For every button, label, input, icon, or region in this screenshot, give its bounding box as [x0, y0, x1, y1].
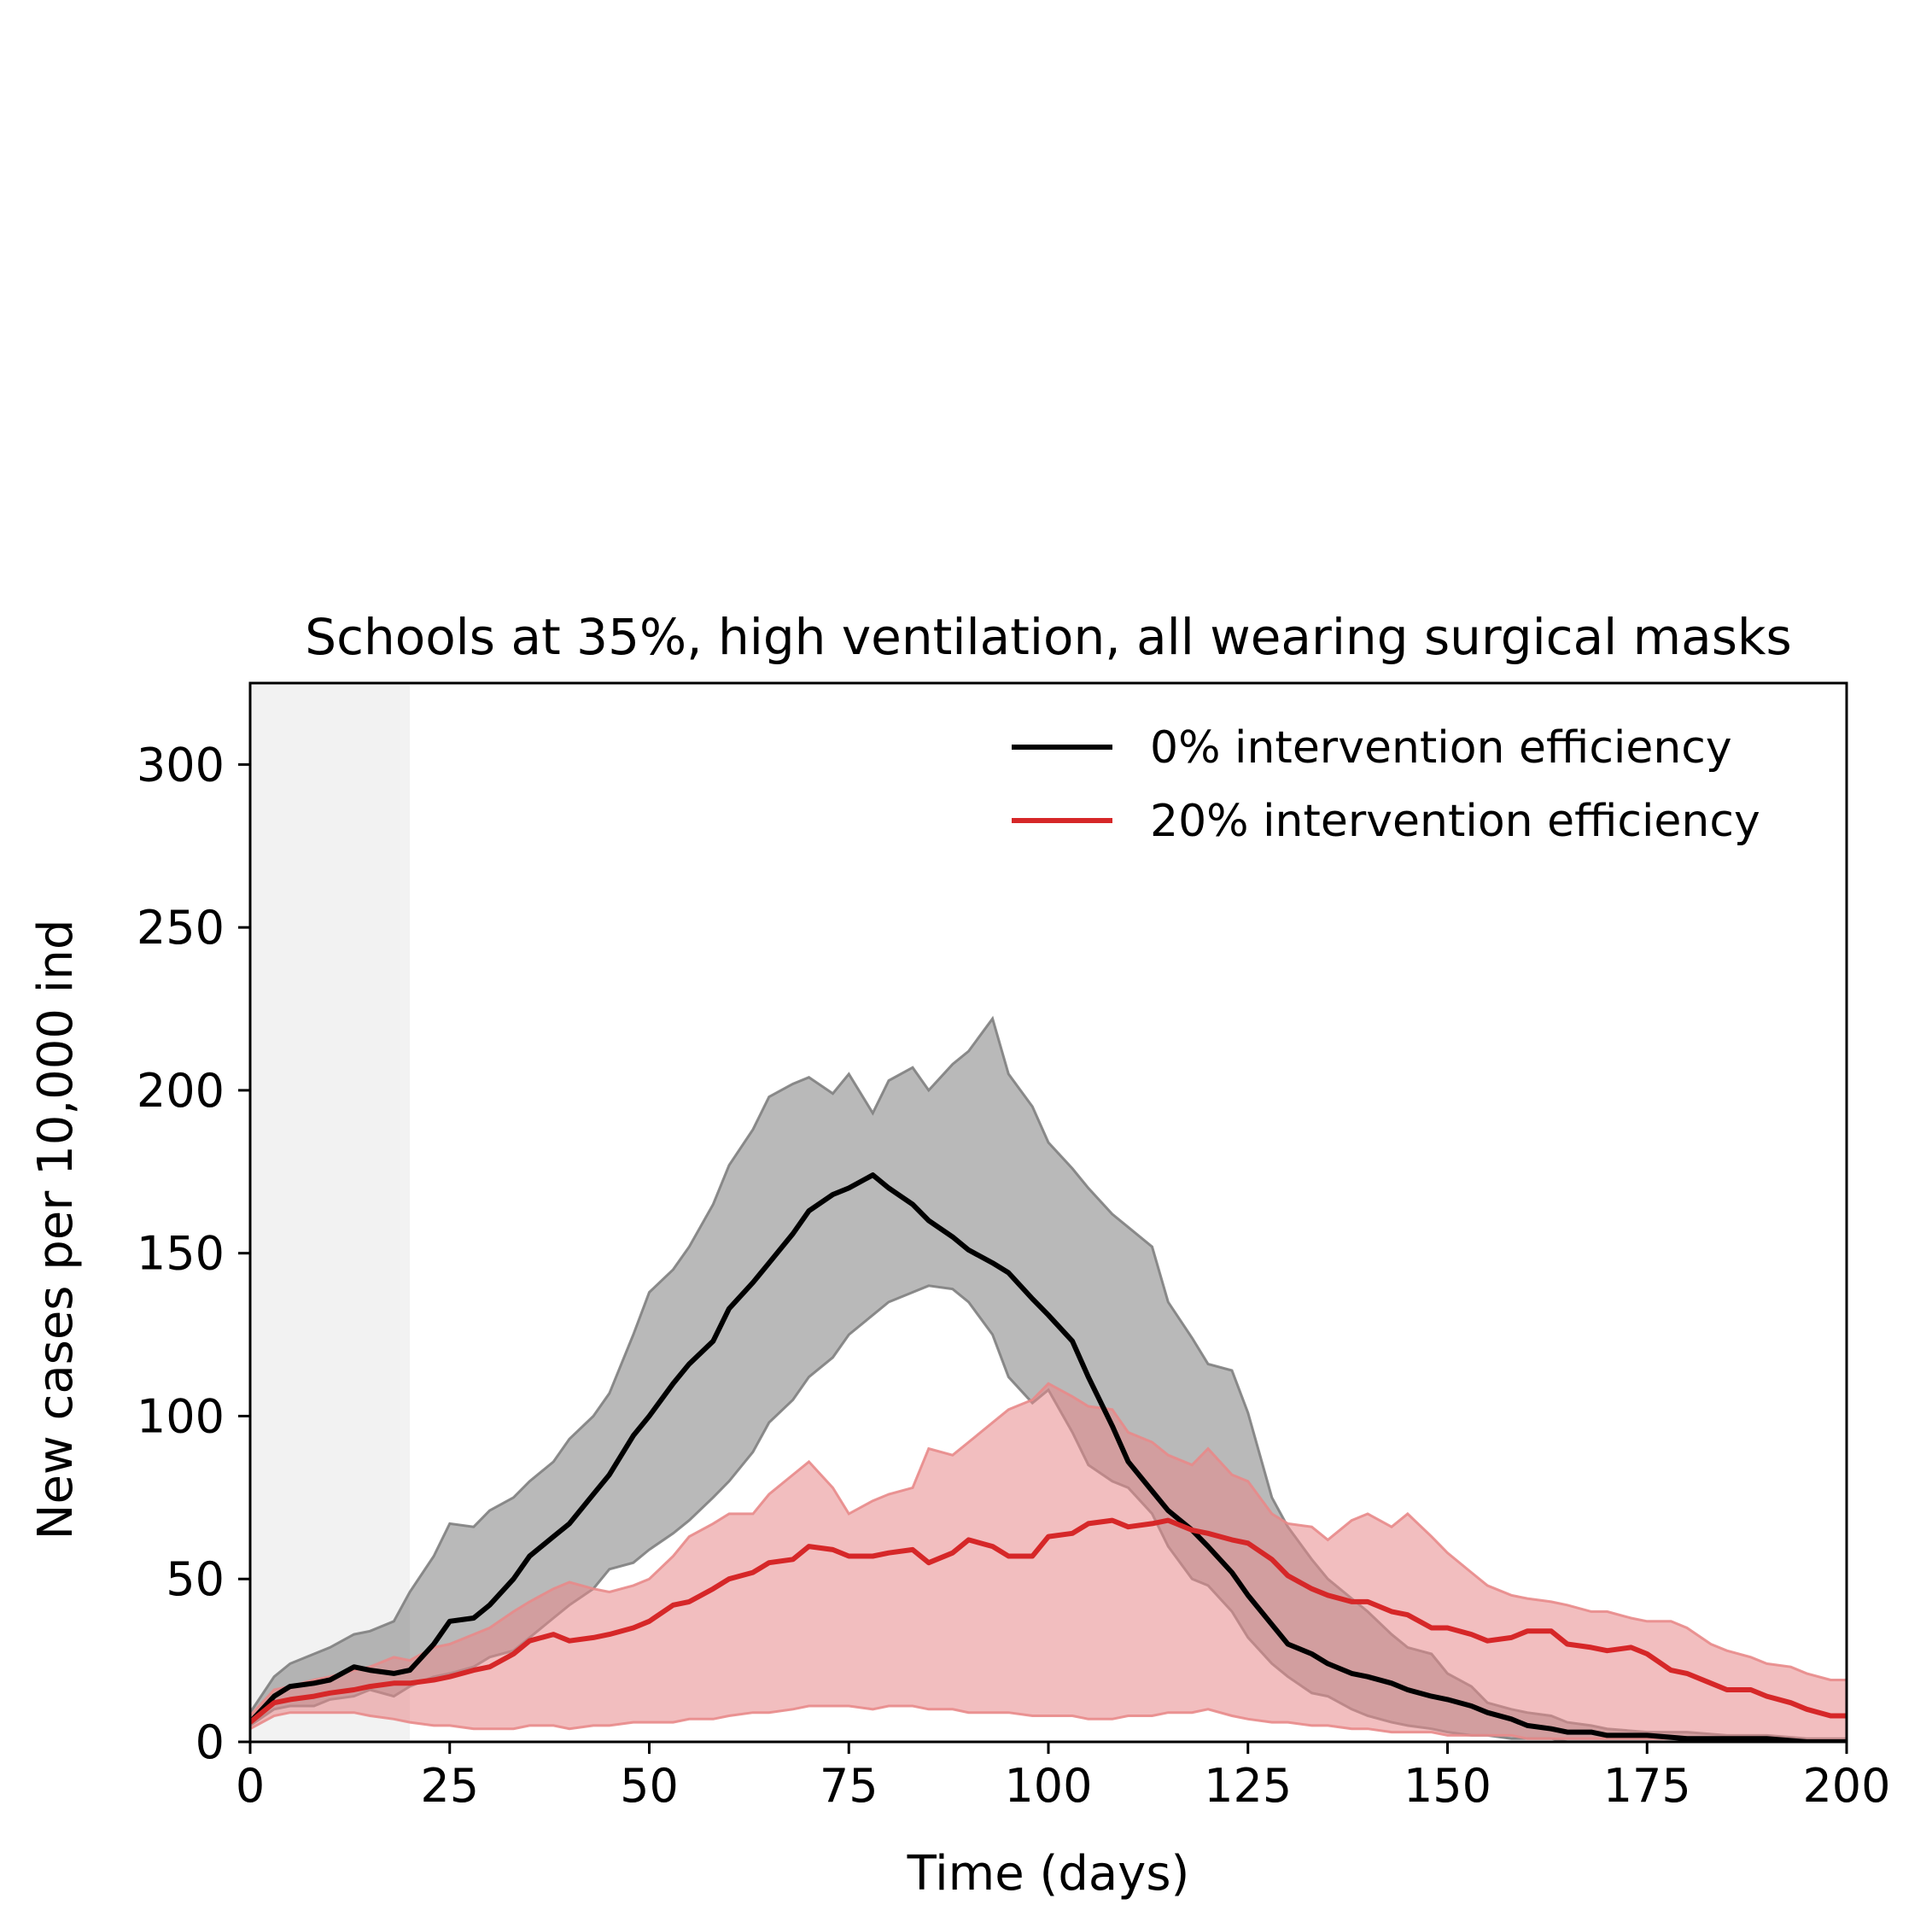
plot-content — [250, 683, 1847, 1742]
x-tick-label: 125 — [1204, 1759, 1292, 1813]
y-axis-ticks: 0 50 100 150 200 250 300 — [137, 738, 250, 1769]
series-band-0 — [250, 1019, 1847, 1742]
x-axis-ticks: 0 25 50 75 100 125 150 175 200 — [236, 1742, 1891, 1813]
series-line-0 — [250, 1172, 1847, 1742]
plot-area — [248, 681, 1848, 1744]
series-band-lower-1 — [250, 1704, 1847, 1742]
x-tick-label: 150 — [1404, 1759, 1491, 1813]
series-band-1 — [250, 1383, 1847, 1742]
chart-title: Schools at 35%, high ventilation, all we… — [305, 608, 1791, 666]
legend-label-0: 0% intervention efficiency — [1150, 722, 1732, 774]
x-tick-label: 50 — [620, 1759, 679, 1813]
y-tick-label: 300 — [137, 738, 225, 792]
x-tick-label: 200 — [1802, 1759, 1890, 1813]
series-line-1 — [250, 1517, 1847, 1725]
y-tick-label: 100 — [137, 1389, 225, 1443]
x-tick-label: 0 — [236, 1759, 265, 1813]
y-tick-label: 0 — [196, 1715, 225, 1769]
x-tick-label: 75 — [820, 1759, 878, 1813]
x-tick-label: 100 — [1004, 1759, 1092, 1813]
y-tick-label: 250 — [137, 901, 225, 955]
shaded-region — [250, 683, 410, 1742]
y-axis-label: New cases per 10,000 ind — [28, 920, 84, 1540]
series-band-upper-1 — [250, 1382, 1847, 1717]
legend-label-1: 20% intervention efficiency — [1150, 796, 1760, 847]
x-tick-label: 175 — [1603, 1759, 1691, 1813]
x-axis-label: Time (days) — [907, 1846, 1190, 1902]
legend: 0% intervention efficiency 20% interventi… — [1012, 722, 1760, 847]
y-tick-label: 150 — [137, 1227, 225, 1281]
y-tick-label: 200 — [137, 1064, 225, 1118]
x-tick-label: 25 — [420, 1759, 479, 1813]
y-tick-label: 50 — [166, 1552, 225, 1606]
